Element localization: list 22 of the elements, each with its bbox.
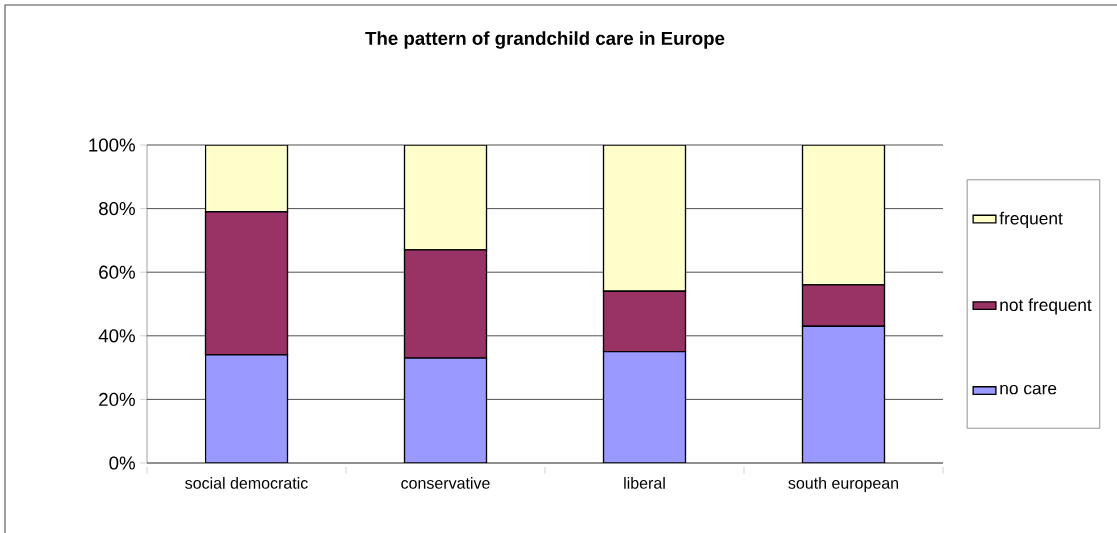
legend-label: frequent <box>999 211 1063 228</box>
y-tick-label: 40% <box>98 329 135 343</box>
bar <box>602 351 687 463</box>
x-tick-label: liberal <box>624 477 665 489</box>
bar <box>602 145 687 292</box>
bar <box>801 145 886 286</box>
bar <box>801 325 886 463</box>
chart-title: The pattern of grandchild care in Europe <box>365 31 725 49</box>
x-tick-label: social democratic <box>185 477 308 489</box>
x-tick-label: conservative <box>401 477 490 489</box>
y-tick-label: 80% <box>99 201 135 216</box>
bar <box>403 145 488 251</box>
bar <box>204 145 289 213</box>
y-tick-label: 0% <box>109 456 135 470</box>
y-tick-label: 60% <box>99 265 135 279</box>
y-tick-label: 20% <box>99 392 135 407</box>
legend-label: no care <box>1000 384 1057 395</box>
y-tick-label: 100% <box>89 138 135 152</box>
x-tick-label: south european <box>788 477 899 492</box>
legend-label: not frequent <box>1000 298 1092 315</box>
bar <box>403 357 488 463</box>
bar <box>204 354 289 463</box>
